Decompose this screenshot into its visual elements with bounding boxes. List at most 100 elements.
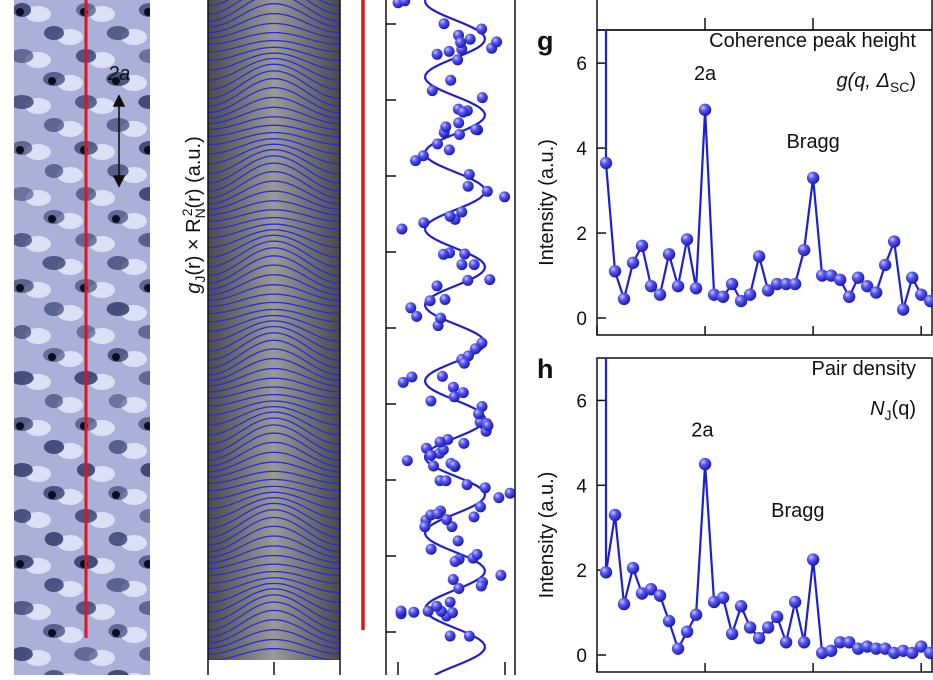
data-point	[924, 646, 933, 660]
image-dark	[43, 670, 65, 675]
profile-point	[484, 274, 496, 286]
image-dark	[139, 187, 150, 201]
profile-point	[431, 48, 443, 60]
data-point	[833, 636, 847, 649]
profile-point	[425, 543, 437, 555]
data-point	[914, 640, 928, 653]
waterfall-trace	[208, 393, 340, 407]
profile-point	[453, 117, 465, 129]
image-dark	[108, 440, 128, 454]
profile-point	[432, 138, 443, 150]
image-bright	[25, 328, 51, 344]
image-dark	[107, 256, 129, 270]
image-bright	[57, 167, 83, 183]
profile-point	[441, 514, 453, 526]
image-dark	[173, 348, 192, 362]
label-part: (r) (a.u.)	[183, 136, 205, 208]
annotation: Bragg	[786, 131, 839, 153]
data-point	[924, 294, 933, 308]
image-bright	[185, 581, 211, 597]
image-bright	[153, 282, 179, 298]
profile-point	[491, 36, 503, 48]
profile-point	[425, 449, 437, 461]
waterfall-trace	[208, 357, 340, 382]
waterfall-trace	[208, 417, 340, 446]
data-point	[698, 103, 712, 117]
image-dark	[14, 95, 34, 109]
image-spot	[48, 491, 56, 499]
data-point	[716, 591, 730, 604]
panel-f-axis	[596, 0, 933, 31]
waterfall-trace	[208, 70, 340, 100]
data-point	[878, 258, 892, 272]
data-point	[914, 288, 928, 301]
image-dark	[108, 532, 128, 546]
waterfall-trace	[208, 570, 340, 585]
image-dark	[43, 440, 65, 454]
data-point	[788, 277, 802, 291]
image-dark	[173, 440, 191, 454]
image-bright	[153, 98, 179, 114]
profile-point	[458, 437, 470, 449]
image-bright	[185, 351, 211, 367]
data-point	[662, 614, 676, 628]
image-dark	[14, 233, 32, 247]
image-dark	[108, 394, 128, 408]
data-point	[689, 282, 703, 295]
image-spot	[176, 77, 184, 85]
image-dark	[106, 578, 130, 592]
image-spot	[16, 146, 24, 154]
waterfall-ylabel: gJ(r) × RN2(r) (a.u.)	[179, 136, 208, 293]
waterfall-trace	[208, 116, 340, 131]
waterfall-trace	[208, 39, 340, 53]
waterfall-trace	[208, 301, 340, 315]
waterfall-trace	[208, 170, 340, 199]
label-part: g	[183, 283, 205, 294]
image-bright	[57, 397, 83, 413]
waterfall-trace	[208, 240, 340, 268]
image-spot	[48, 353, 56, 361]
waterfall-trace	[208, 582, 340, 604]
data-point	[599, 156, 613, 170]
data-point	[824, 644, 838, 657]
image-bright	[185, 443, 211, 459]
profile-point	[422, 605, 434, 617]
data-point	[770, 277, 784, 291]
profile-point	[438, 18, 450, 30]
profile-point	[401, 455, 413, 467]
waterfall-trace	[208, 124, 340, 138]
profile-point	[443, 45, 455, 57]
image-dark	[173, 302, 192, 316]
image-dark	[140, 463, 150, 477]
charts: 0 2 4 6 g Coherence peak height g(q, ΔSC) Inten…	[536, 26, 933, 673]
profile-point	[473, 408, 485, 420]
image-bright	[121, 535, 147, 551]
profile-point	[447, 574, 459, 585]
image-dark	[138, 601, 150, 615]
double-arrow	[112, 94, 126, 188]
profile-point	[447, 381, 459, 393]
waterfall-trace	[208, 424, 340, 454]
image-dark	[106, 118, 130, 132]
image-bright	[153, 466, 179, 482]
waterfall-trace	[208, 619, 340, 644]
data-point	[680, 625, 694, 638]
waterfall-trace	[208, 451, 340, 473]
image-dark	[172, 578, 191, 592]
waterfall-trace	[208, 106, 340, 125]
data-point	[743, 621, 757, 634]
image-dark	[106, 26, 130, 40]
image-bright	[185, 489, 211, 505]
waterfall-trace	[208, 509, 340, 539]
waterfall-trace	[208, 332, 340, 361]
profile-point	[428, 460, 439, 472]
data-point	[662, 248, 676, 261]
waterfall-trace	[208, 229, 340, 249]
waterfall-trace	[208, 96, 340, 119]
waterfall-trace	[208, 400, 340, 416]
profile-point	[436, 370, 448, 382]
scatter-axis	[385, 0, 516, 675]
profile-point	[482, 420, 494, 432]
data-point	[815, 269, 829, 282]
image-spot	[112, 353, 120, 361]
